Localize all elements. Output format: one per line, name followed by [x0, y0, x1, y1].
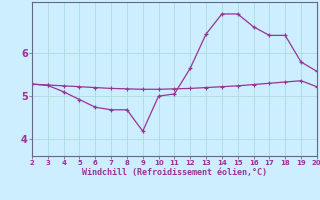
X-axis label: Windchill (Refroidissement éolien,°C): Windchill (Refroidissement éolien,°C)	[82, 168, 267, 177]
